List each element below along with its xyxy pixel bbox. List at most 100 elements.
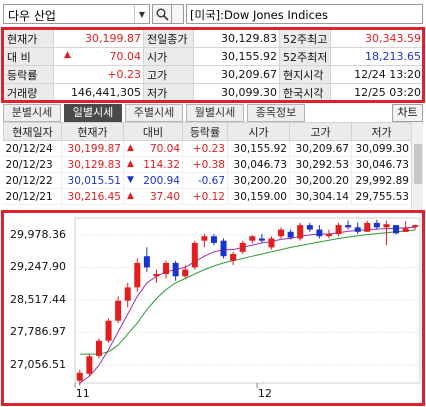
- cell-rate: +0.38: [182, 156, 228, 173]
- tab-monthly-quotes[interactable]: 월별시세: [186, 104, 244, 122]
- candle-body: [325, 234, 332, 237]
- tab-minute-quotes[interactable]: 분별시세: [3, 104, 61, 122]
- cell-date: 20/12/22: [3, 172, 62, 189]
- column-header[interactable]: 현재일자: [3, 122, 62, 141]
- candle-body: [402, 228, 409, 232]
- scrollbar-thumb[interactable]: [414, 144, 422, 184]
- column-header[interactable]: 대비: [123, 122, 183, 141]
- column-header[interactable]: 시가: [227, 122, 290, 141]
- chevron-down-icon[interactable]: ▼: [134, 5, 149, 23]
- arrow-up-icon: ▲: [127, 158, 134, 169]
- candle-body: [191, 242, 198, 268]
- search-options-button[interactable]: [172, 4, 184, 24]
- cell-price: 30,216.45: [61, 188, 124, 205]
- quote-row: 현재가 30,199.87 전일종가 30,129.83 52주최고 30,343.59: [3, 29, 424, 48]
- cell-high: 30,200.20: [289, 172, 352, 189]
- candle-body: [239, 242, 246, 252]
- y-tick-label: 27,056.51: [10, 357, 66, 371]
- quote-value: 18,213.65: [330, 47, 424, 66]
- y-tick-label: 29,978.36: [10, 227, 66, 241]
- quote-label: 52주최저: [279, 47, 331, 66]
- candle-body: [163, 262, 170, 275]
- quote-row: 등락률 +0.23 고가 30,209.67 현지시각 12/24 13:20: [3, 65, 424, 84]
- candle-body: [268, 238, 275, 248]
- cell-low: 29,992.89: [351, 172, 412, 189]
- column-header[interactable]: 저가: [351, 122, 412, 141]
- cell-low: 30,099.30: [351, 140, 412, 157]
- search-button[interactable]: [152, 4, 172, 24]
- candle-body: [76, 372, 83, 381]
- candle-body: [258, 238, 265, 241]
- candle-body: [134, 262, 141, 288]
- candle-body: [364, 222, 371, 232]
- arrow-up-icon: ▲: [127, 142, 134, 153]
- candle-body: [354, 227, 361, 232]
- tab-stock-info[interactable]: 종목정보: [247, 104, 305, 122]
- quote-value: 70.04: [53, 47, 144, 66]
- candle-body: [86, 356, 93, 374]
- tab-weekly-quotes[interactable]: 주별시세: [125, 104, 183, 122]
- index-name: [미국]:Dow Jones Indices: [190, 8, 328, 22]
- change-value: 200.94: [143, 174, 180, 187]
- market-select[interactable]: 다우 산업 ▼: [3, 4, 150, 24]
- cell-date: 20/12/21: [3, 188, 62, 205]
- cell-open: 30,200.20: [227, 172, 290, 189]
- daily-quotes-table: 현재일자 현재가 대비 등락률 시가 고가 저가 20/12/24 30,199.87 ▲ 70.…: [3, 122, 412, 205]
- candle-body: [143, 256, 150, 268]
- cell-open: 30,155.92: [227, 140, 290, 157]
- quote-value: 12/25 03:20: [330, 83, 424, 102]
- candle-body: [412, 225, 419, 228]
- cell-open: 30,159.00: [227, 188, 290, 205]
- cell-low: 29,755.53: [351, 188, 412, 205]
- candle-body: [105, 320, 112, 341]
- cell-price: 30,129.83: [61, 156, 124, 173]
- cell-open: 30,046.73: [227, 156, 290, 173]
- candle-body: [306, 225, 313, 230]
- quote-label: 52주최고: [279, 29, 331, 48]
- quote-summary-table: 현재가 30,199.87 전일종가 30,129.83 52주최고 30,343.59 대…: [3, 29, 424, 102]
- table-row[interactable]: 20/12/24 30,199.87 ▲ 70.04 +0.23 30,155.92 30,…: [3, 140, 412, 157]
- quote-label: 전일종가: [143, 29, 194, 48]
- candle-body: [297, 225, 304, 239]
- tab-daily-quotes[interactable]: 일별시세: [64, 104, 122, 122]
- cell-change: ▼ 200.94: [123, 172, 183, 189]
- arrow-up-icon: ▲: [127, 190, 134, 201]
- cell-change: ▲ 37.40: [123, 188, 183, 205]
- cell-low: 30,046.73: [351, 156, 412, 173]
- daily-table-scrollbar[interactable]: [411, 122, 423, 209]
- cell-rate: +0.12: [182, 188, 228, 205]
- candle-body: [393, 225, 400, 234]
- moving-average-long-line: [79, 229, 416, 355]
- column-header[interactable]: 등락률: [182, 122, 228, 141]
- cell-date: 20/12/24: [3, 140, 62, 157]
- quote-label: 대 비: [3, 47, 54, 66]
- x-tick-label: 11: [75, 387, 90, 400]
- column-header[interactable]: 고가: [289, 122, 352, 141]
- cell-rate: -0.67: [182, 172, 228, 189]
- candle-body: [182, 269, 189, 277]
- cell-price: 30,015.51: [61, 172, 124, 189]
- table-row[interactable]: 20/12/23 30,129.83 ▲ 114.32 +0.38 30,046.73 30…: [3, 156, 412, 173]
- candle-body: [287, 231, 294, 238]
- table-row[interactable]: 20/12/22 30,015.51 ▼ 200.94 -0.67 30,200.20 30…: [3, 172, 412, 189]
- index-name-field: [미국]:Dow Jones Indices: [186, 4, 423, 24]
- quote-row: 거래량 146,441,305 저가 30,099.30 한국시각 12/25 03:20: [3, 83, 424, 102]
- candle-body: [115, 300, 122, 321]
- change-value: 37.40: [149, 190, 180, 203]
- candle-body: [345, 225, 352, 228]
- quote-value: 30,155.92: [193, 47, 280, 66]
- table-row[interactable]: 20/12/21 30,216.45 ▲ 37.40 +0.12 30,159.00 30,…: [3, 188, 412, 205]
- quote-value: 30,129.83: [193, 29, 280, 48]
- cell-high: 30,292.53: [289, 156, 352, 173]
- candle-body: [201, 236, 208, 241]
- x-tick-label: 12: [257, 387, 272, 400]
- candle-body: [220, 240, 227, 257]
- quote-label: 현지시각: [279, 65, 331, 84]
- candle-body: [153, 274, 160, 277]
- column-header[interactable]: 현재가: [61, 122, 124, 141]
- chart-button[interactable]: 차트: [392, 104, 423, 122]
- candle-body: [383, 224, 390, 228]
- quote-label: 한국시각: [279, 83, 331, 102]
- y-tick-label: 27,786.97: [10, 325, 66, 339]
- quote-label: 거래량: [3, 83, 54, 102]
